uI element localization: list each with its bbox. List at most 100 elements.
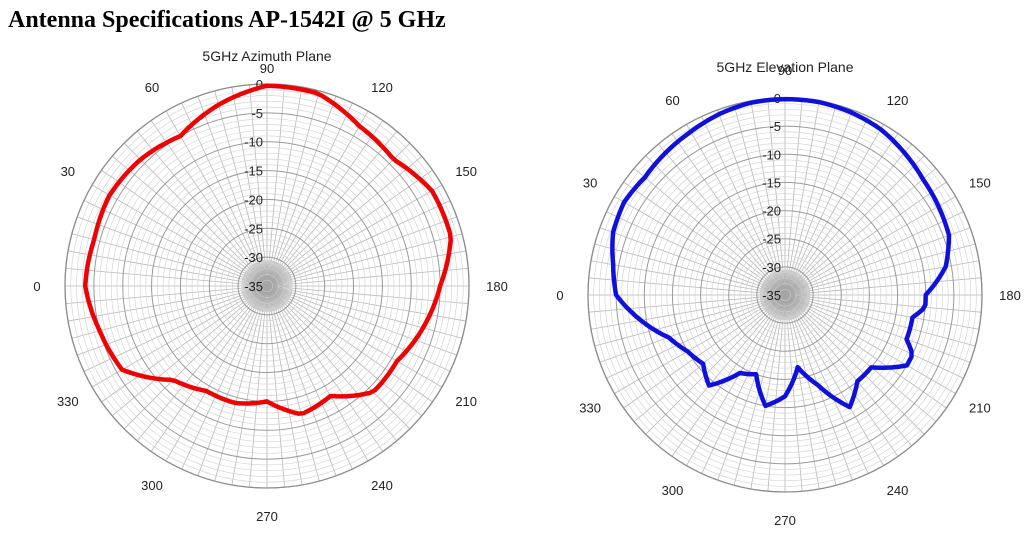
polar-spoke <box>123 304 249 430</box>
polar-major-ring <box>122 141 412 431</box>
polar-minor-ring <box>655 165 915 425</box>
polar-spoke <box>165 308 255 462</box>
radial-tick-label: -35 <box>762 288 781 303</box>
angle-tick-label: 120 <box>371 80 393 95</box>
polar-minor-ring <box>717 227 853 363</box>
polar-minor-ring <box>197 216 337 356</box>
azimuth-polar-chart: 0 -5 -10 -15 -20 -25 -30 -35 90 120 150 180 210 240 27… <box>33 48 507 524</box>
angle-tick-labels: 90 120 150 180 210 240 270 300 330 0 30 60 <box>33 61 507 524</box>
polar-minor-ring <box>185 204 349 368</box>
angle-tick-label: 90 <box>260 61 274 76</box>
angle-tick-label: 60 <box>665 93 679 108</box>
polar-center-hub <box>759 269 811 321</box>
angle-tick-label: 180 <box>999 288 1021 303</box>
angle-tick-label: 330 <box>579 401 601 416</box>
polar-minor-ring <box>232 251 302 321</box>
radiation-pattern-trace <box>82 83 453 416</box>
angle-tick-label: 60 <box>145 80 159 95</box>
polar-minor-ring <box>660 170 910 420</box>
polar-spoke <box>291 292 463 339</box>
polar-spoke <box>77 216 243 278</box>
polar-minor-ring <box>70 89 464 483</box>
polar-minor-ring <box>255 274 279 298</box>
polar-minor-ring <box>76 95 458 477</box>
polar-minor-ring <box>110 129 424 443</box>
polar-spoke <box>599 303 762 363</box>
polar-spoke <box>686 316 773 466</box>
polar-spoke <box>67 250 242 282</box>
radial-tick-label: -35 <box>244 279 263 294</box>
polar-spoke <box>268 311 286 488</box>
polar-spoke <box>793 318 853 481</box>
radial-tick-label: -25 <box>762 232 781 247</box>
polar-spoke <box>275 310 337 476</box>
page-title: Antenna Specifications AP-1542I @ 5 GHz <box>8 7 446 33</box>
polar-spoke <box>786 320 803 492</box>
angle-tick-label: 210 <box>969 401 991 416</box>
angle-tick-label: 270 <box>774 513 796 528</box>
polar-spoke <box>91 184 245 274</box>
polar-spoke <box>623 181 765 281</box>
polar-major-ring <box>237 256 297 316</box>
polar-minor-ring <box>779 289 791 301</box>
polar-rings <box>64 83 470 489</box>
radial-tick-label: -10 <box>762 147 781 162</box>
polar-spoke <box>101 300 246 403</box>
polar-spoke <box>793 109 853 272</box>
polar-spoke <box>292 290 467 322</box>
polar-spoke <box>150 120 253 265</box>
chart-title: 5GHz Azimuth Plane <box>202 48 331 64</box>
polar-minor-ring <box>762 272 808 318</box>
polar-spoke <box>671 133 771 275</box>
polar-minor-ring <box>677 187 893 403</box>
angle-tick-label: 240 <box>371 478 393 493</box>
angle-tick-label: 150 <box>455 164 477 179</box>
radial-tick-label: -25 <box>244 221 263 236</box>
polar-minor-ring <box>168 187 366 385</box>
polar-minor-ring <box>87 106 447 466</box>
angle-tick-label: 300 <box>141 478 163 493</box>
polar-minor-ring <box>711 221 859 369</box>
polar-hub-line <box>241 285 268 288</box>
polar-spoke <box>292 250 467 282</box>
angle-tick-label: 30 <box>61 164 75 179</box>
angle-tick-label: 30 <box>583 176 597 191</box>
polar-minor-ring <box>128 147 406 425</box>
polar-spoke <box>123 142 249 268</box>
polar-minor-ring <box>157 176 377 396</box>
polar-minor-ring <box>722 232 848 358</box>
polar-minor-ring <box>649 159 921 431</box>
polar-spoke <box>289 298 443 388</box>
polar-minor-ring <box>745 255 825 335</box>
angle-tick-labels: 90 120 150 180 210 240 270 300 330 0 30 60 <box>556 63 1020 528</box>
chart-title: 5GHz Elevation Plane <box>717 59 854 75</box>
polar-spoke <box>289 184 443 274</box>
polar-minor-ring <box>604 114 966 476</box>
angle-tick-label: 0 <box>556 288 563 303</box>
polar-minor-ring <box>226 245 308 327</box>
polar-minor-ring <box>145 164 389 408</box>
polar-spoke <box>291 216 457 278</box>
polar-minor-ring <box>191 210 343 362</box>
angle-tick-label: 120 <box>887 93 909 108</box>
polar-spoke <box>799 133 899 275</box>
polar-spoke <box>279 110 369 264</box>
radial-tick-label: -20 <box>762 204 781 219</box>
radial-tick-label: -20 <box>244 192 263 207</box>
radial-tick-label: -5 <box>251 106 263 121</box>
polar-major-ring <box>756 266 814 324</box>
polar-spoke <box>71 233 243 280</box>
angle-tick-label: 180 <box>486 279 508 294</box>
angle-tick-label: 0 <box>33 279 40 294</box>
radial-tick-label: -30 <box>244 250 263 265</box>
polar-minor-ring <box>638 148 932 442</box>
radial-tick-label: -30 <box>762 260 781 275</box>
angle-tick-label: 150 <box>969 176 991 191</box>
polar-spoke <box>588 296 760 313</box>
polar-spoke <box>197 96 259 262</box>
polar-spoke <box>645 155 768 278</box>
polar-spoke <box>291 294 457 356</box>
polar-spoke <box>805 181 947 281</box>
polar-minor-ring <box>203 222 331 350</box>
polar-spoke <box>65 267 242 285</box>
